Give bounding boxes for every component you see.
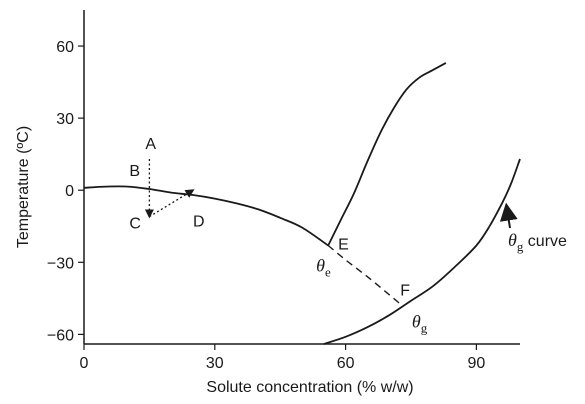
axes — [83, 10, 520, 345]
y-tick-label: −30 — [47, 255, 74, 272]
point-label-a: A — [145, 136, 156, 153]
y-tick-label: 0 — [65, 183, 74, 200]
x-axis-label: Solute concentration (% w/w) — [206, 379, 413, 396]
point-label-e: E — [338, 236, 349, 253]
point-label-b: B — [129, 163, 140, 180]
series — [83, 62, 521, 345]
theta-g-label: θg — [412, 312, 428, 336]
y-axis-label: Temperature (ºC) — [15, 126, 32, 248]
theta-g-curve-text: curve — [523, 233, 567, 250]
point-label-c: C — [129, 216, 141, 233]
theta-g-curve-label: θg curve — [508, 230, 567, 254]
x-tick-label: 30 — [206, 355, 224, 372]
theta-g-label-subscript: g — [421, 321, 428, 336]
x-tick-label: 0 — [80, 355, 89, 372]
theta-g-curve-symbol: θ — [508, 230, 517, 250]
theta-e-label: θe — [316, 255, 331, 279]
cooling-path-c-to-d — [149, 189, 195, 218]
freezing-curve-line — [83, 185, 329, 247]
theta-e-label-subscript: e — [325, 264, 331, 279]
theta-e-label-symbol: θ — [316, 255, 325, 275]
x-tick-label: 60 — [337, 355, 355, 372]
point-label-d: D — [193, 214, 205, 231]
solubility-curve-line — [327, 62, 447, 246]
y-tick-label: 30 — [56, 111, 74, 128]
ticks: 0 30 60 90 60 30 0 −30 −60 — [47, 39, 486, 372]
y-tick-label: 60 — [56, 39, 74, 56]
glass-transition-dashed-line — [327, 244, 403, 307]
point-label-f: F — [400, 283, 410, 300]
theta-g-curve-subscript: g — [517, 239, 524, 254]
theta-g-label-symbol: θ — [412, 312, 421, 332]
x-tick-label: 90 — [468, 355, 486, 372]
theta-g-curve-arrow — [499, 202, 518, 229]
y-tick-label: −60 — [47, 327, 74, 344]
glass-transition-curve-line — [323, 158, 521, 345]
